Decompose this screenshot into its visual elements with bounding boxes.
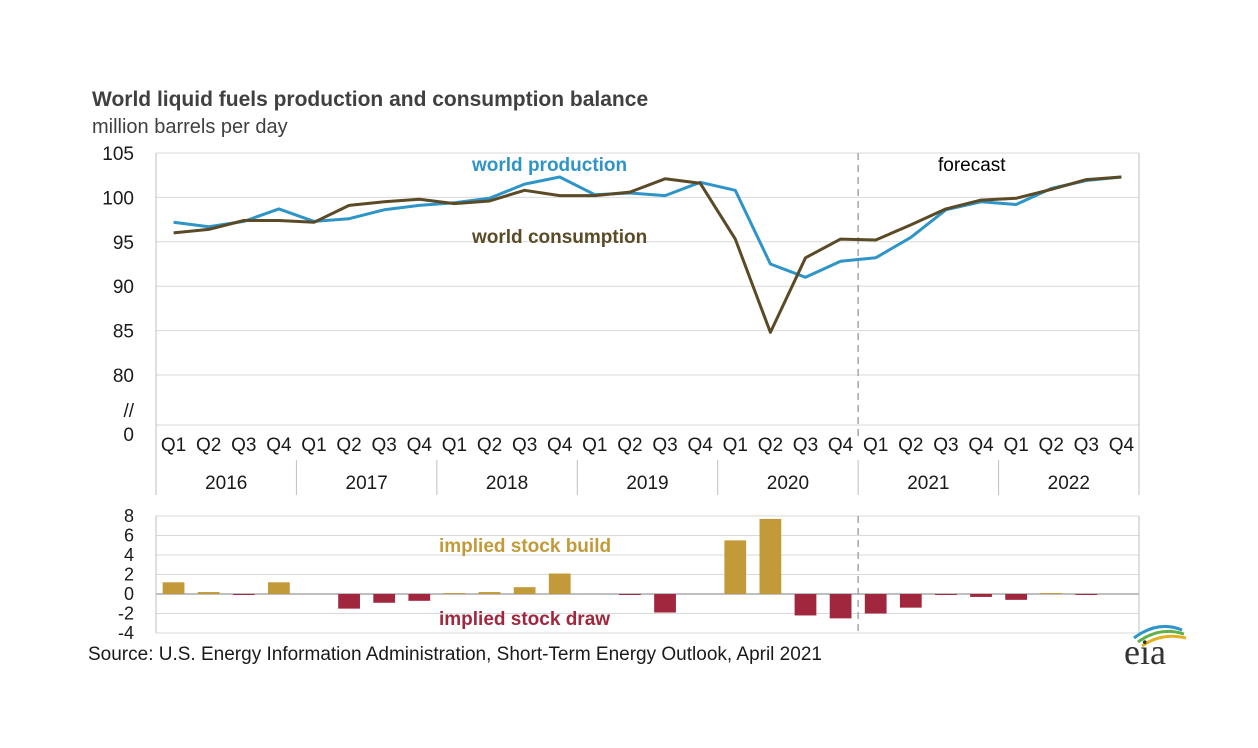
x-tick-year: 2019 [626, 473, 668, 494]
stock-build-bar [513, 587, 536, 594]
x-tick-quarter: Q1 [723, 435, 748, 456]
y-tick-label: 6 [124, 526, 134, 546]
stock-build-bar [548, 573, 571, 594]
stock-draw-bar [829, 594, 852, 619]
stock-build-bar [162, 582, 185, 594]
x-tick-year: 2020 [767, 473, 809, 494]
x-tick-quarter: Q3 [372, 435, 397, 456]
stock-draw-bar [935, 594, 957, 595]
x-tick-quarter: Q2 [336, 435, 361, 456]
x-tick-quarter: Q1 [442, 435, 467, 456]
stock-draw-bar [654, 594, 676, 613]
eia-logo: eia [1124, 624, 1187, 672]
chart-title: World liquid fuels production and consum… [92, 88, 649, 111]
stock-build-bar [478, 592, 501, 594]
stock-build-bar [724, 540, 747, 594]
stock-draw-bar [899, 594, 922, 608]
x-tick-quarter: Q4 [968, 435, 994, 456]
x-tick-quarter: Q4 [828, 435, 854, 456]
stock-draw-bar [338, 594, 360, 609]
stock-build-label: implied stock build [439, 536, 611, 557]
x-tick-year: 2022 [1048, 473, 1090, 494]
stock-draw-bar [864, 594, 887, 614]
y-tick-label: -2 [118, 604, 134, 624]
source-note: Source: U.S. Energy Information Administ… [88, 644, 822, 665]
top-chart-series [173, 175, 1122, 334]
x-tick-quarter: Q2 [617, 435, 642, 456]
top-chart-grid [156, 152, 1139, 426]
x-tick-quarter: Q4 [687, 435, 713, 456]
y-tick-label: 105 [102, 144, 134, 165]
stock-draw-bar [1075, 594, 1098, 595]
stock-draw-bar [970, 594, 992, 597]
x-tick-year: 2016 [205, 473, 247, 494]
stock-build-bar [1040, 593, 1063, 594]
y-tick-label: 4 [124, 545, 134, 565]
x-tick-quarter: Q1 [1003, 435, 1028, 456]
x-tick-quarter: Q3 [652, 435, 677, 456]
y-tick-label: // [123, 401, 134, 422]
y-tick-label: -4 [118, 623, 134, 643]
bottom-chart-grid [155, 515, 1140, 634]
x-tick-quarter: Q1 [582, 435, 607, 456]
y-tick-label: 85 [113, 322, 134, 343]
x-tick-year: 2018 [486, 473, 528, 494]
x-tick-quarter: Q2 [1039, 435, 1064, 456]
stock-draw-bar [373, 594, 396, 603]
stock-draw-bar [408, 594, 431, 601]
production-line [173, 175, 1122, 279]
consumption-line [173, 175, 1122, 334]
stock-draw-bar [794, 594, 817, 616]
x-tick-quarter: Q3 [933, 435, 958, 456]
bottom-chart-annotations: implied stock build implied stock draw [439, 536, 611, 630]
consumption-series-label: world consumption [471, 227, 647, 248]
stock-draw-label: implied stock draw [439, 609, 610, 630]
bottom-chart-bars [162, 518, 1098, 619]
top-y-axis-ticks: 105 100 95 90 85 80 // 0 [102, 144, 134, 446]
stock-draw-bar [232, 594, 255, 595]
forecast-label: forecast [938, 155, 1006, 176]
x-axis-categories: Q1 Q2 Q3 Q4 Q1 Q2 Q3 Q4 Q1 Q2 Q3 Q4 Q1 Q2 Q3 Q4 Q1 Q2 Q3 Q4… [161, 435, 1135, 495]
x-tick-quarter: Q2 [758, 435, 783, 456]
x-tick-quarter: Q1 [863, 435, 888, 456]
stock-draw-bar [619, 594, 641, 595]
top-chart-frame [155, 153, 1140, 495]
y-tick-label: 0 [123, 425, 134, 446]
x-tick-quarter: Q1 [161, 435, 186, 456]
stock-build-bar [443, 593, 466, 594]
stock-build-bar [197, 592, 220, 594]
y-tick-label: 80 [113, 366, 134, 387]
stock-build-bar [267, 582, 290, 594]
x-tick-quarter: Q3 [1074, 435, 1099, 456]
x-tick-quarter: Q4 [1109, 435, 1135, 456]
x-tick-quarter: Q4 [407, 435, 433, 456]
y-tick-label: 8 [124, 506, 134, 526]
production-series-label: world production [471, 155, 627, 176]
x-tick-quarter: Q4 [547, 435, 573, 456]
x-tick-quarter: Q3 [231, 435, 256, 456]
x-tick-quarter: Q1 [301, 435, 326, 456]
stock-draw-bar [1005, 594, 1028, 600]
svg-text:eia: eia [1124, 632, 1166, 672]
y-tick-label: 0 [124, 584, 134, 604]
stock-build-bar [759, 518, 782, 594]
y-tick-label: 2 [124, 565, 134, 585]
x-tick-year: 2017 [346, 473, 388, 494]
x-tick-quarter: Q2 [196, 435, 221, 456]
top-chart-annotations: world production world consumption forec… [471, 155, 1006, 248]
x-tick-quarter: Q4 [266, 435, 292, 456]
x-tick-year: 2021 [907, 473, 949, 494]
x-tick-quarter: Q3 [512, 435, 537, 456]
y-tick-label: 95 [113, 233, 134, 254]
y-tick-label: 90 [113, 277, 134, 298]
x-tick-quarter: Q3 [793, 435, 818, 456]
chart-subtitle: million barrels per day [92, 116, 288, 138]
y-tick-label: 100 [102, 188, 134, 209]
x-tick-quarter: Q2 [477, 435, 502, 456]
x-tick-quarter: Q2 [898, 435, 923, 456]
